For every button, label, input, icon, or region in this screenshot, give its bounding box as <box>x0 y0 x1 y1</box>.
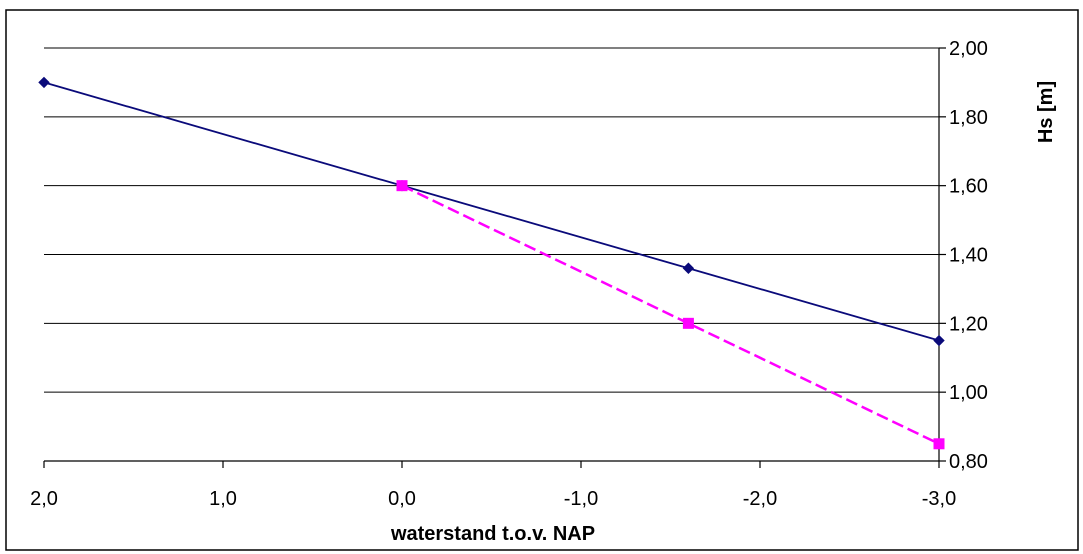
series-2-point <box>933 438 945 450</box>
x-tick-label: -2,0 <box>743 488 777 510</box>
series-1-point <box>38 76 50 89</box>
series-2-point <box>396 180 408 192</box>
series-1-point <box>682 262 695 274</box>
x-axis-title: waterstand t.o.v. NAP <box>390 523 595 545</box>
series-2-point <box>682 317 694 329</box>
x-axis-ticks: 2,0 1,0 0,0 -1,0 -2,0 -3,0 <box>30 461 956 510</box>
x-tick-label: -3,0 <box>922 488 956 510</box>
x-tick-label: -1,0 <box>564 488 598 510</box>
y-axis-title: Hs [m] <box>1035 81 1057 143</box>
x-tick-label: 2,0 <box>30 488 58 510</box>
series-layer <box>38 76 945 450</box>
y-tick-label: 1,80 <box>949 107 988 129</box>
y-tick-label: 2,00 <box>949 38 988 60</box>
x-tick-label: 0,0 <box>388 488 416 510</box>
y-tick-label: 1,60 <box>949 176 988 198</box>
y-tick-label: 1,00 <box>949 382 988 404</box>
y-tick-label: 1,40 <box>949 245 988 267</box>
x-tick-label: 1,0 <box>209 488 237 510</box>
series-1-point <box>933 334 945 347</box>
gridlines <box>44 47 939 393</box>
y-tick-label: 1,20 <box>949 313 988 335</box>
y-axis-ticks: 0,80 1,00 1,20 1,40 1,60 1,80 2,00 <box>939 38 988 473</box>
y-tick-label: 0,80 <box>949 451 988 473</box>
chart-frame <box>5 9 1079 551</box>
series-1-line <box>43 81 940 342</box>
